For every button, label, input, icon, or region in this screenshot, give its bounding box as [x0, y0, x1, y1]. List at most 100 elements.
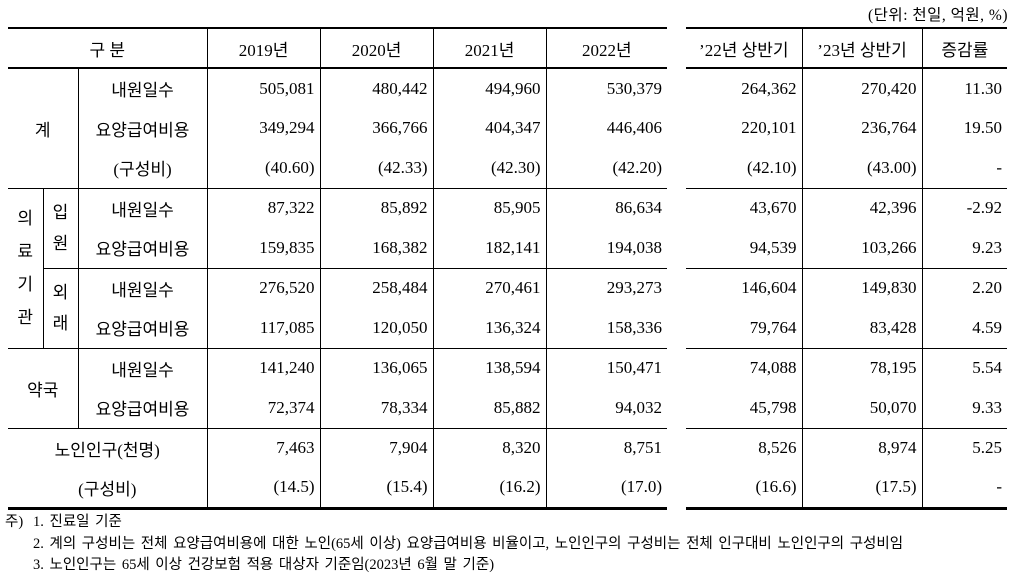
- value-cell: 194,038: [546, 228, 668, 269]
- value-cell: 72,374: [207, 388, 321, 429]
- value-cell: 11.30: [964, 78, 1003, 98]
- value-cell: -2.92: [966, 198, 1003, 218]
- value-cell: 87,322: [207, 188, 321, 228]
- table-row: 계 내원일수 505,081 480,442 494,960 530,379 2…: [8, 68, 1007, 189]
- group-outpatient-label: 외 래: [43, 268, 79, 349]
- table-gap: [667, 108, 686, 148]
- value-cell: 366,766: [320, 108, 434, 148]
- row-label: 내원일수: [78, 68, 208, 108]
- value-cell: 138,594: [433, 348, 547, 388]
- row-label-elderly-population: 노인인구(천명): [8, 428, 208, 468]
- value-cell: 270,461: [433, 268, 547, 308]
- value-cell: 85,882: [433, 388, 547, 429]
- value-cell: 94,032: [546, 388, 668, 429]
- value-cell: 74,088: [686, 348, 803, 388]
- value-cell: 530,379: [606, 78, 663, 98]
- value-cell: 293,273: [606, 278, 663, 298]
- table-header-row: 구 분 2019년 2020년 2021년 2022년 ’22년 상반기 ’23…: [8, 27, 1008, 69]
- value-cell: 42,396: [802, 188, 923, 228]
- value-cell: (40.60): [207, 148, 321, 189]
- table-gap: [667, 348, 686, 388]
- header-2020: 2020년: [320, 27, 434, 69]
- value-cell: 50,070: [802, 388, 923, 429]
- value-cell: 182,141: [433, 228, 547, 269]
- table-gap: [667, 388, 686, 428]
- value-cell: 78,195: [802, 348, 923, 388]
- value-cell: (17.5): [802, 468, 923, 510]
- value-cell: (42.10): [686, 148, 803, 189]
- table-gap: [667, 308, 686, 348]
- row-label: 요양급여비용: [78, 108, 208, 148]
- header-gubun: 구 분: [8, 27, 208, 69]
- unit-label: (단위: 천일, 억원, %): [868, 7, 1008, 24]
- value-cell: 220,101: [686, 108, 803, 148]
- value-cell: (17.0): [546, 468, 668, 510]
- value-cell: 158,336: [546, 308, 668, 349]
- table-gap: [667, 228, 686, 268]
- value-cell: 7,463: [207, 428, 321, 468]
- value-cell: 494,960: [433, 68, 547, 108]
- value-cell: 85,892: [320, 188, 434, 228]
- value-cell: 79,764: [686, 308, 803, 349]
- value-cell: 258,484: [320, 268, 434, 308]
- value-cell: 103,266: [802, 228, 923, 269]
- table-row: 외 래 내원일수 276,520 258,484 270,461 293,273…: [8, 268, 1007, 349]
- value-cell: 5.25: [972, 438, 1003, 458]
- footnote-item: 1. 진료일 기준: [33, 514, 122, 530]
- value-cell: (14.5): [207, 468, 321, 510]
- value-cell: 4.59: [922, 308, 1008, 349]
- value-cell: 505,081: [207, 68, 321, 108]
- table-row: 요양급여비용 72,374 78,334 85,882 94,032 45,79…: [8, 388, 1008, 429]
- value-cell: 168,382: [320, 228, 434, 269]
- value-cell: 117,085: [207, 308, 321, 349]
- row-label: 내원일수: [78, 348, 208, 388]
- header-change-rate: 증감률: [922, 27, 1008, 69]
- table-gap: [667, 148, 686, 188]
- value-cell: 83,428: [802, 308, 923, 349]
- table-gap: [667, 68, 686, 108]
- value-cell: 8,320: [433, 428, 547, 468]
- row-label: (구성비): [78, 148, 208, 189]
- table-row: 노인인구(천명) 7,463 7,904 8,320 8,751 8,526 8…: [8, 428, 1007, 468]
- value-cell: 8,974: [802, 428, 923, 468]
- header-2019: 2019년: [207, 27, 321, 69]
- value-cell: 264,362: [686, 68, 803, 108]
- table-row: 약국 내원일수 141,240 136,065 138,594 150,471 …: [8, 348, 1007, 429]
- table-row: (구성비) (40.60) (42.33) (42.30) (42.20) (4…: [8, 148, 1008, 189]
- row-label: (구성비): [8, 468, 208, 510]
- value-cell: 149,830: [802, 268, 923, 308]
- value-cell: 7,904: [320, 428, 434, 468]
- footnote-marker: 주): [5, 514, 24, 530]
- table-gap: [667, 268, 686, 308]
- table-gap: [667, 188, 686, 228]
- value-cell: 136,324: [433, 308, 547, 349]
- header-2023-h1: ’23년 상반기: [802, 27, 923, 69]
- value-cell: 120,050: [320, 308, 434, 349]
- table-row: 의 료 기 관 입 원 내원일수 87,322 85,892 85,905 86…: [8, 188, 1007, 349]
- table-row: 요양급여비용 117,085 120,050 136,324 158,336 7…: [8, 308, 1008, 349]
- value-cell: 78,334: [320, 388, 434, 429]
- value-cell: 236,764: [802, 108, 923, 148]
- value-cell: 8,751: [623, 438, 663, 458]
- value-cell: 2.20: [972, 278, 1003, 298]
- value-cell: (16.6): [686, 468, 803, 510]
- value-cell: 404,347: [433, 108, 547, 148]
- value-cell: 159,835: [207, 228, 321, 269]
- value-cell: (42.30): [433, 148, 547, 189]
- table-gap: [667, 428, 686, 468]
- row-label: 내원일수: [78, 268, 208, 308]
- group-total-label: 계: [8, 68, 79, 189]
- footnotes: 주) 1. 진료일 기준 2. 계의 구성비는 전체 요양급여비용에 대한 노인…: [5, 512, 1011, 577]
- footnote-item: 2. 계의 구성비는 전체 요양급여비용에 대한 노인(65세 이상) 요양급여…: [33, 535, 904, 552]
- group-inpatient-label: 입 원: [43, 188, 79, 269]
- value-cell: 136,065: [320, 348, 434, 388]
- value-cell: 480,442: [320, 68, 434, 108]
- value-cell: 349,294: [207, 108, 321, 148]
- value-cell: 8,526: [686, 428, 803, 468]
- value-cell: 276,520: [207, 268, 321, 308]
- value-cell: 270,420: [802, 68, 923, 108]
- header-2022: 2022년: [546, 27, 668, 69]
- value-cell: -: [922, 468, 1008, 510]
- header-2022-h1: ’22년 상반기: [686, 27, 803, 69]
